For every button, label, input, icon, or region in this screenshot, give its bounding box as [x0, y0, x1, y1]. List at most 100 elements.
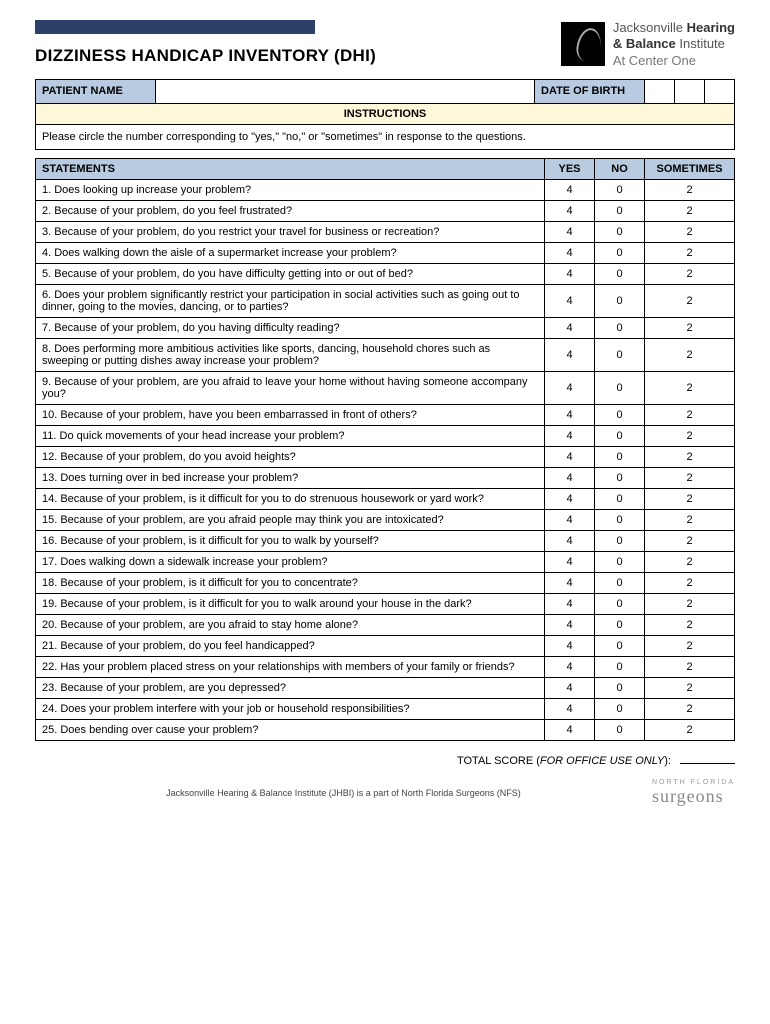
answer-sometimes[interactable]: 2 — [645, 488, 735, 509]
answer-yes[interactable]: 4 — [545, 338, 595, 371]
answer-sometimes[interactable]: 2 — [645, 530, 735, 551]
statement-text: 24. Does your problem interfere with you… — [36, 698, 545, 719]
dob-field-1[interactable] — [645, 79, 675, 103]
answer-yes[interactable]: 4 — [545, 488, 595, 509]
answer-sometimes[interactable]: 2 — [645, 593, 735, 614]
statement-text: 15. Because of your problem, are you afr… — [36, 509, 545, 530]
answer-no[interactable]: 0 — [595, 593, 645, 614]
answer-yes[interactable]: 4 — [545, 263, 595, 284]
answer-yes[interactable]: 4 — [545, 242, 595, 263]
answer-sometimes[interactable]: 2 — [645, 467, 735, 488]
answer-sometimes[interactable]: 2 — [645, 221, 735, 242]
answer-no[interactable]: 0 — [595, 179, 645, 200]
answer-no[interactable]: 0 — [595, 530, 645, 551]
answer-no[interactable]: 0 — [595, 509, 645, 530]
answer-sometimes[interactable]: 2 — [645, 425, 735, 446]
answer-no[interactable]: 0 — [595, 446, 645, 467]
answer-no[interactable]: 0 — [595, 284, 645, 317]
answer-no[interactable]: 0 — [595, 698, 645, 719]
answer-no[interactable]: 0 — [595, 221, 645, 242]
answer-no[interactable]: 0 — [595, 338, 645, 371]
answer-yes[interactable]: 4 — [545, 572, 595, 593]
statement-row: 13. Does turning over in bed increase yo… — [36, 467, 735, 488]
answer-yes[interactable]: 4 — [545, 635, 595, 656]
statement-text: 1. Does looking up increase your problem… — [36, 179, 545, 200]
statement-row: 2. Because of your problem, do you feel … — [36, 200, 735, 221]
answer-sometimes[interactable]: 2 — [645, 404, 735, 425]
answer-sometimes[interactable]: 2 — [645, 551, 735, 572]
answer-sometimes[interactable]: 2 — [645, 698, 735, 719]
statement-row: 17. Does walking down a sidewalk increas… — [36, 551, 735, 572]
answer-sometimes[interactable]: 2 — [645, 614, 735, 635]
statement-row: 23. Because of your problem, are you dep… — [36, 677, 735, 698]
answer-yes[interactable]: 4 — [545, 551, 595, 572]
answer-yes[interactable]: 4 — [545, 404, 595, 425]
answer-no[interactable]: 0 — [595, 263, 645, 284]
answer-no[interactable]: 0 — [595, 467, 645, 488]
answer-sometimes[interactable]: 2 — [645, 719, 735, 740]
answer-sometimes[interactable]: 2 — [645, 656, 735, 677]
answer-no[interactable]: 0 — [595, 371, 645, 404]
answer-no[interactable]: 0 — [595, 242, 645, 263]
answer-yes[interactable]: 4 — [545, 179, 595, 200]
answer-no[interactable]: 0 — [595, 488, 645, 509]
statement-row: 21. Because of your problem, do you feel… — [36, 635, 735, 656]
answer-yes[interactable]: 4 — [545, 719, 595, 740]
statements-header-row: STATEMENTS YES NO SOMETIMES — [36, 158, 735, 179]
answer-yes[interactable]: 4 — [545, 698, 595, 719]
answer-no[interactable]: 0 — [595, 200, 645, 221]
answer-sometimes[interactable]: 2 — [645, 635, 735, 656]
answer-no[interactable]: 0 — [595, 404, 645, 425]
answer-sometimes[interactable]: 2 — [645, 572, 735, 593]
statement-text: 14. Because of your problem, is it diffi… — [36, 488, 545, 509]
answer-yes[interactable]: 4 — [545, 509, 595, 530]
answer-no[interactable]: 0 — [595, 425, 645, 446]
answer-sometimes[interactable]: 2 — [645, 179, 735, 200]
answer-yes[interactable]: 4 — [545, 446, 595, 467]
statement-row: 15. Because of your problem, are you afr… — [36, 509, 735, 530]
answer-yes[interactable]: 4 — [545, 614, 595, 635]
answer-sometimes[interactable]: 2 — [645, 200, 735, 221]
answer-yes[interactable]: 4 — [545, 200, 595, 221]
answer-no[interactable]: 0 — [595, 551, 645, 572]
form-table: PATIENT NAME DATE OF BIRTH INSTRUCTIONS … — [35, 79, 735, 150]
answer-sometimes[interactable]: 2 — [645, 317, 735, 338]
answer-sometimes[interactable]: 2 — [645, 242, 735, 263]
answer-sometimes[interactable]: 2 — [645, 371, 735, 404]
answer-yes[interactable]: 4 — [545, 317, 595, 338]
statement-row: 6. Does your problem significantly restr… — [36, 284, 735, 317]
answer-sometimes[interactable]: 2 — [645, 263, 735, 284]
patient-name-field[interactable] — [156, 79, 535, 103]
answer-no[interactable]: 0 — [595, 614, 645, 635]
dob-field-2[interactable] — [675, 79, 705, 103]
statement-text: 11. Do quick movements of your head incr… — [36, 425, 545, 446]
answer-no[interactable]: 0 — [595, 719, 645, 740]
answer-sometimes[interactable]: 2 — [645, 677, 735, 698]
answer-yes[interactable]: 4 — [545, 677, 595, 698]
answer-no[interactable]: 0 — [595, 317, 645, 338]
answer-no[interactable]: 0 — [595, 656, 645, 677]
answer-no[interactable]: 0 — [595, 635, 645, 656]
answer-yes[interactable]: 4 — [545, 530, 595, 551]
answer-sometimes[interactable]: 2 — [645, 446, 735, 467]
answer-yes[interactable]: 4 — [545, 467, 595, 488]
answer-yes[interactable]: 4 — [545, 284, 595, 317]
total-score-field[interactable] — [680, 763, 735, 764]
statement-text: 19. Because of your problem, is it diffi… — [36, 593, 545, 614]
statement-text: 2. Because of your problem, do you feel … — [36, 200, 545, 221]
answer-yes[interactable]: 4 — [545, 656, 595, 677]
answer-sometimes[interactable]: 2 — [645, 338, 735, 371]
dob-field-3[interactable] — [705, 79, 735, 103]
answer-no[interactable]: 0 — [595, 572, 645, 593]
patient-row: PATIENT NAME DATE OF BIRTH — [36, 79, 735, 103]
answer-no[interactable]: 0 — [595, 677, 645, 698]
statement-row: 8. Does performing more ambitious activi… — [36, 338, 735, 371]
logo-text-1b: Hearing — [687, 20, 735, 35]
answer-yes[interactable]: 4 — [545, 371, 595, 404]
answer-sometimes[interactable]: 2 — [645, 509, 735, 530]
answer-sometimes[interactable]: 2 — [645, 284, 735, 317]
answer-yes[interactable]: 4 — [545, 593, 595, 614]
statement-text: 13. Does turning over in bed increase yo… — [36, 467, 545, 488]
answer-yes[interactable]: 4 — [545, 425, 595, 446]
answer-yes[interactable]: 4 — [545, 221, 595, 242]
